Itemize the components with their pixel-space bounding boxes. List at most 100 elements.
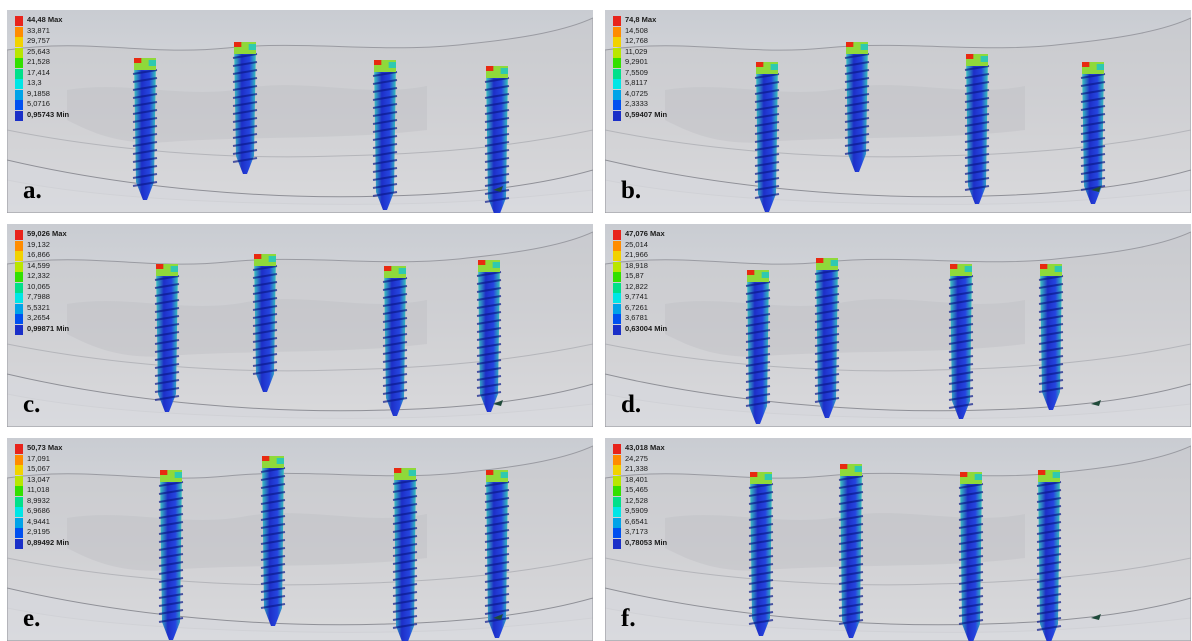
thread-line bbox=[392, 575, 418, 581]
thread-line bbox=[476, 335, 502, 341]
stress-hotspot bbox=[966, 54, 974, 59]
thread-line bbox=[392, 495, 418, 501]
thread-line bbox=[158, 513, 184, 519]
legend-value: 6,6541 bbox=[625, 516, 648, 526]
thread-line bbox=[754, 73, 780, 79]
thread-line bbox=[132, 149, 158, 155]
implant-3 bbox=[392, 468, 418, 641]
stress-hotspot bbox=[840, 464, 848, 469]
cortical-band bbox=[7, 587, 593, 641]
stress-hotspot bbox=[1038, 470, 1046, 475]
legend-swatch bbox=[613, 272, 621, 282]
thread-line bbox=[372, 143, 398, 149]
thread-line bbox=[838, 507, 864, 513]
thread-line bbox=[484, 117, 510, 123]
thread-line bbox=[382, 317, 408, 323]
thread-line bbox=[132, 109, 158, 115]
implant-body bbox=[750, 472, 772, 636]
thread-line bbox=[964, 121, 990, 127]
legend-swatch bbox=[613, 230, 621, 240]
thread-line bbox=[476, 295, 502, 301]
thread-line bbox=[958, 491, 984, 497]
thread-line bbox=[260, 539, 286, 545]
thread-line bbox=[154, 387, 180, 393]
implant-2 bbox=[844, 42, 870, 172]
collar-cool-zone bbox=[980, 56, 988, 62]
thread-line bbox=[745, 321, 771, 327]
legend-value: 0,95743 Min bbox=[27, 109, 70, 119]
thread-line bbox=[158, 497, 184, 503]
thread-line bbox=[958, 555, 984, 561]
thread-line bbox=[484, 569, 510, 575]
legend-value: 4,0725 bbox=[625, 88, 648, 98]
collar-cool-zone bbox=[492, 262, 500, 268]
thread-line bbox=[838, 475, 864, 481]
thread-line bbox=[476, 351, 502, 357]
thread-line bbox=[964, 97, 990, 103]
thread-line bbox=[948, 355, 974, 361]
thread-line bbox=[260, 603, 286, 609]
thread-line bbox=[158, 577, 184, 583]
thread-line bbox=[260, 595, 286, 601]
legend-value: 5,5321 bbox=[27, 302, 50, 312]
legend-value: 9,1858 bbox=[27, 88, 50, 98]
thread-line bbox=[1036, 609, 1062, 615]
implant-1 bbox=[748, 472, 774, 636]
stress-panel-d: 47,076 Max 25,014 21,966 18,918 15,87 12,822 9… bbox=[605, 224, 1191, 427]
thread-line bbox=[484, 133, 510, 139]
legend-swatch bbox=[15, 293, 23, 303]
thread-line bbox=[1080, 177, 1106, 183]
thread-line bbox=[252, 273, 278, 279]
mesh-marker bbox=[493, 614, 503, 620]
cortical-band bbox=[7, 373, 593, 427]
thread-line bbox=[958, 483, 984, 489]
thread-line bbox=[372, 191, 398, 197]
thread-line bbox=[484, 157, 510, 163]
legend-value: 2,9195 bbox=[27, 527, 50, 536]
thread-line bbox=[260, 467, 286, 473]
thread-line bbox=[132, 173, 158, 179]
thread-line bbox=[1036, 553, 1062, 559]
panel-label: f. bbox=[621, 605, 636, 632]
stress-hotspot bbox=[1040, 264, 1048, 269]
stress-hotspot bbox=[478, 260, 486, 265]
thread-line bbox=[748, 579, 774, 585]
thread-line bbox=[484, 181, 510, 187]
thread-line bbox=[748, 595, 774, 601]
legend-swatch bbox=[613, 528, 621, 538]
thread-line bbox=[252, 329, 278, 335]
legend-value: 25,014 bbox=[625, 239, 648, 249]
thread-line bbox=[132, 125, 158, 131]
thread-line bbox=[484, 489, 510, 495]
thread-line bbox=[844, 117, 870, 123]
stress-hotspot bbox=[747, 270, 755, 275]
stress-hotspot bbox=[486, 66, 494, 71]
thread-line bbox=[392, 559, 418, 565]
implant-4 bbox=[1036, 470, 1062, 641]
collar-cool-zone bbox=[830, 260, 838, 266]
legend-value: 44,48 Max bbox=[27, 15, 63, 24]
thread-line bbox=[745, 281, 771, 287]
legend-value: 21,528 bbox=[27, 57, 50, 66]
legend-swatch bbox=[613, 314, 621, 324]
thread-line bbox=[252, 361, 278, 367]
legend-value: 11,029 bbox=[625, 46, 648, 56]
legend-value: 13,3 bbox=[27, 78, 42, 87]
thread-line bbox=[252, 345, 278, 351]
thread-line bbox=[844, 77, 870, 83]
legend-swatch bbox=[613, 58, 621, 68]
implant-3 bbox=[964, 54, 990, 204]
thread-line bbox=[260, 547, 286, 553]
thread-line bbox=[382, 381, 408, 387]
legend-swatch bbox=[613, 538, 621, 549]
thread-line bbox=[948, 395, 974, 401]
thread-line bbox=[476, 287, 502, 293]
thread-line bbox=[232, 61, 258, 67]
collar-cool-zone bbox=[1054, 266, 1062, 272]
thread-line bbox=[484, 189, 510, 195]
legend-swatch bbox=[15, 26, 23, 37]
thread-line bbox=[484, 173, 510, 179]
thread-line bbox=[252, 305, 278, 311]
implant-body bbox=[846, 42, 868, 172]
thread-line bbox=[382, 333, 408, 339]
